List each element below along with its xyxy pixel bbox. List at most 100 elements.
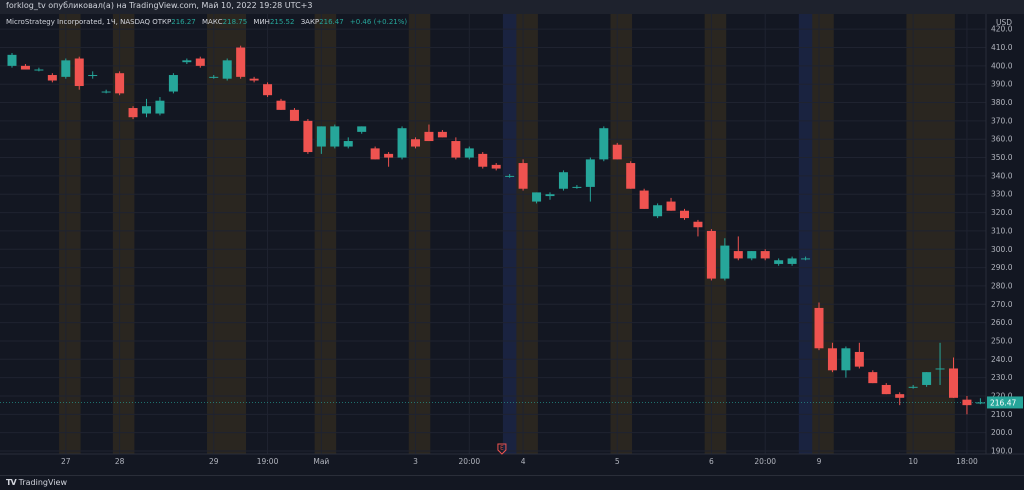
earnings-marker-label: E bbox=[500, 446, 504, 452]
candle-body bbox=[612, 144, 622, 160]
candle-body bbox=[88, 75, 98, 77]
candle-body bbox=[384, 153, 394, 158]
session-band bbox=[610, 14, 633, 454]
legend-high-value: 218.75 bbox=[222, 18, 248, 26]
candle-body bbox=[639, 190, 649, 209]
candle-body bbox=[653, 205, 663, 217]
candle-body bbox=[155, 100, 165, 114]
candle-body bbox=[599, 128, 609, 160]
candle-body bbox=[787, 258, 797, 264]
candle-body bbox=[868, 372, 878, 384]
y-tick-label: 230.0 bbox=[991, 373, 1013, 382]
y-tick-label: 240.0 bbox=[991, 355, 1013, 364]
y-tick-label: 400.0 bbox=[991, 61, 1013, 70]
candle-body bbox=[733, 251, 743, 259]
candle-body bbox=[949, 368, 958, 398]
x-tick-label: 5 bbox=[615, 457, 620, 466]
y-tick-label: 260.0 bbox=[991, 318, 1013, 327]
candle-body bbox=[505, 175, 515, 177]
candle-body bbox=[532, 192, 542, 202]
candle-body bbox=[975, 402, 985, 404]
y-tick-label: 210.0 bbox=[991, 410, 1013, 419]
session-band bbox=[906, 14, 955, 454]
candle-body bbox=[115, 73, 125, 94]
session-band bbox=[812, 14, 834, 454]
candle-body bbox=[330, 126, 340, 147]
candle-body bbox=[841, 348, 851, 371]
candle-body bbox=[814, 307, 824, 349]
candle-body bbox=[827, 348, 837, 371]
candle-body bbox=[881, 384, 891, 395]
candle-body bbox=[263, 84, 273, 96]
earnings-marker-icon bbox=[497, 443, 507, 455]
candle-body bbox=[774, 260, 784, 264]
last-price-tag-value: 216.47 bbox=[990, 398, 1016, 407]
x-tick-label: 3 bbox=[413, 457, 418, 466]
y-tick-label: 280.0 bbox=[991, 281, 1013, 290]
y-tick-label: 250.0 bbox=[991, 336, 1013, 345]
x-tick-label: 20:00 bbox=[754, 457, 776, 466]
y-tick-label: 390.0 bbox=[991, 80, 1013, 89]
candle-body bbox=[182, 60, 192, 63]
candle-body bbox=[545, 194, 555, 197]
candle-body bbox=[693, 221, 703, 228]
candle-body bbox=[451, 141, 461, 158]
candle-body bbox=[195, 58, 205, 66]
price-chart[interactable]: 190.0 200.0 210.0 220.0 230.0 240.0 250.0 260.0… bbox=[0, 14, 1024, 475]
candle-body bbox=[747, 251, 757, 259]
candle-body bbox=[962, 399, 972, 406]
candle-body bbox=[370, 148, 380, 160]
candle-body bbox=[558, 172, 568, 189]
candle-body bbox=[437, 131, 447, 138]
candle-body bbox=[74, 58, 84, 87]
candle-body bbox=[236, 47, 246, 77]
y-tick-label: 380.0 bbox=[991, 98, 1013, 107]
candle-body bbox=[316, 126, 326, 147]
candle-body bbox=[854, 351, 864, 367]
candle-body bbox=[289, 109, 299, 121]
candle-body bbox=[585, 159, 595, 187]
candle-body bbox=[397, 128, 407, 158]
candle-body bbox=[706, 230, 716, 279]
session-band bbox=[516, 14, 538, 454]
candle-body bbox=[801, 258, 811, 260]
legend-open-label: ОТКР bbox=[152, 18, 172, 26]
candle-body bbox=[101, 91, 111, 93]
x-tick-label: 20:00 bbox=[458, 457, 480, 466]
candle-body bbox=[464, 148, 474, 158]
candle-body bbox=[424, 131, 434, 142]
candle-body bbox=[142, 106, 151, 114]
legend-low-value: 215.52 bbox=[269, 18, 295, 26]
candle-body bbox=[249, 78, 259, 81]
legend-high-label: МАКС bbox=[201, 18, 223, 26]
candle-body bbox=[518, 163, 528, 189]
session-band bbox=[207, 14, 247, 454]
x-tick-label: Май bbox=[313, 457, 329, 466]
candle-body bbox=[47, 75, 57, 81]
legend-change: +0.46 (+0.21%) bbox=[349, 18, 408, 26]
last-price-tag bbox=[987, 396, 1023, 409]
candle-body bbox=[209, 76, 219, 78]
session-band bbox=[408, 14, 431, 454]
candle-body bbox=[222, 60, 232, 79]
candle-body bbox=[357, 126, 367, 132]
tradingview-logo[interactable]: TV TradingView bbox=[6, 478, 67, 487]
y-tick-label: 320.0 bbox=[991, 208, 1013, 217]
candle-body bbox=[572, 186, 582, 188]
symbol-legend: MicroStrategy Incorporated, 1Ч, NASDAQ О… bbox=[6, 18, 407, 26]
candle-body bbox=[626, 163, 636, 189]
legend-low-label: МИН bbox=[253, 18, 270, 26]
x-tick-label: 9 bbox=[817, 457, 822, 466]
candle-body bbox=[680, 210, 689, 219]
chart-area[interactable]: 190.0 200.0 210.0 220.0 230.0 240.0 250.0 260.0… bbox=[0, 14, 1024, 475]
footer-bar: TV TradingView bbox=[0, 475, 1024, 490]
session-band bbox=[59, 14, 81, 454]
x-tick-label: 29 bbox=[209, 457, 219, 466]
y-tick-label: 330.0 bbox=[991, 190, 1013, 199]
candle-body bbox=[720, 245, 730, 279]
candle-body bbox=[895, 394, 905, 398]
candle-body bbox=[7, 54, 17, 66]
session-band bbox=[314, 14, 337, 454]
candle-body bbox=[34, 69, 44, 71]
candle-body bbox=[922, 372, 932, 385]
